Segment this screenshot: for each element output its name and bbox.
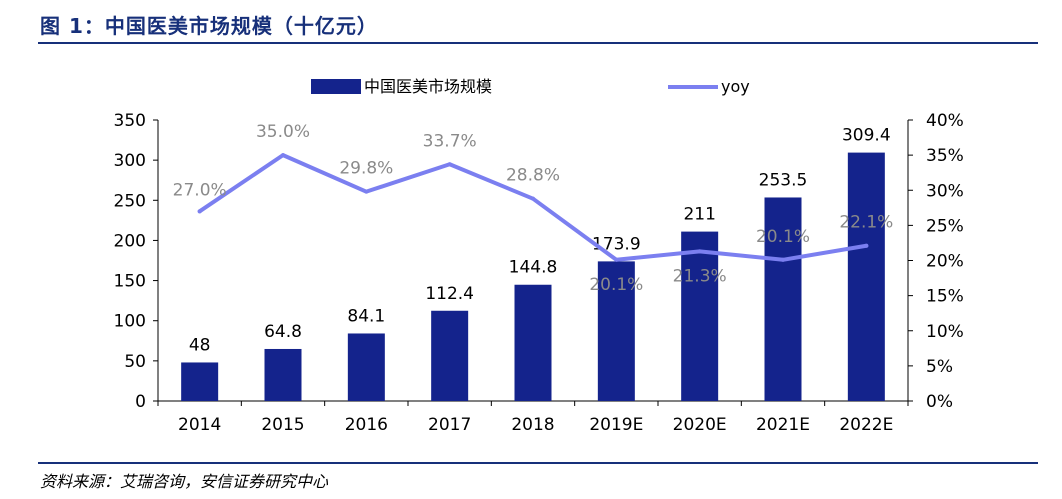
yoy-point bbox=[447, 162, 452, 167]
bar bbox=[514, 284, 552, 401]
x-tick-label: 2014 bbox=[178, 415, 221, 435]
y-tick-label-right: 40% bbox=[926, 111, 964, 131]
yoy-point bbox=[281, 153, 285, 158]
x-tick-label: 2015 bbox=[261, 415, 304, 435]
yoy-value-label: 21.3% bbox=[673, 266, 727, 286]
y-tick-label-left: 100 bbox=[114, 312, 146, 332]
y-tick-label-right: 25% bbox=[926, 216, 964, 236]
yoy-value-label: 20.1% bbox=[756, 227, 810, 247]
title-divider bbox=[38, 42, 1038, 44]
y-tick-label-right: 5% bbox=[926, 357, 953, 377]
bar bbox=[597, 261, 635, 401]
legend-label-line: yoy bbox=[721, 77, 750, 96]
y-tick-label-left: 300 bbox=[114, 151, 146, 171]
bar-value-label: 144.8 bbox=[509, 258, 558, 278]
bar-value-label: 84.1 bbox=[347, 306, 385, 326]
bar-value-label: 112.4 bbox=[425, 284, 474, 304]
x-tick-label: 2019E bbox=[589, 415, 643, 435]
yoy-value-label: 20.1% bbox=[589, 275, 643, 295]
bar-value-label: 48 bbox=[189, 335, 211, 355]
bar-value-label: 253.5 bbox=[759, 170, 808, 190]
bar bbox=[264, 348, 302, 401]
source-divider bbox=[38, 462, 1038, 464]
yoy-point bbox=[697, 249, 702, 254]
yoy-value-label: 29.8% bbox=[339, 159, 393, 179]
yoy-point bbox=[864, 243, 869, 248]
x-tick-label: 2022E bbox=[839, 415, 893, 435]
yoy-point bbox=[364, 189, 369, 194]
source-note: 资料来源：艾瑞咨询，安信证券研究中心 bbox=[40, 472, 329, 491]
yoy-value-label: 28.8% bbox=[506, 166, 560, 186]
yoy-point bbox=[531, 196, 535, 201]
y-tick-label-right: 20% bbox=[926, 252, 964, 272]
y-tick-label-left: 350 bbox=[114, 111, 146, 131]
bar-value-label: 64.8 bbox=[264, 322, 302, 342]
y-tick-label-right: 15% bbox=[926, 287, 964, 307]
bar-value-label: 173.9 bbox=[592, 234, 641, 254]
y-tick-label-left: 250 bbox=[114, 191, 146, 211]
x-tick-label: 2021E bbox=[756, 415, 810, 435]
y-tick-label-left: 200 bbox=[114, 231, 146, 251]
yoy-value-label: 33.7% bbox=[423, 131, 477, 151]
legend-label-bar: 中国医美市场规模 bbox=[364, 77, 492, 96]
y-tick-label-left: 150 bbox=[114, 272, 146, 292]
y-tick-label-right: 35% bbox=[926, 146, 964, 166]
y-tick-label-right: 0% bbox=[926, 392, 953, 412]
yoy-point bbox=[781, 257, 785, 262]
x-tick-label: 2018 bbox=[511, 415, 554, 435]
bar bbox=[681, 231, 719, 401]
bar-value-label: 211 bbox=[683, 205, 715, 225]
page-title: 图 1：中国医美市场规模（十亿元） bbox=[40, 14, 378, 38]
bar bbox=[847, 152, 885, 401]
y-tick-label-right: 10% bbox=[926, 322, 964, 342]
yoy-value-label: 27.0% bbox=[173, 180, 227, 200]
bar bbox=[431, 310, 469, 401]
x-tick-label: 2020E bbox=[673, 415, 727, 435]
bar bbox=[347, 333, 385, 401]
bar-value-label: 309.4 bbox=[842, 126, 891, 146]
yoy-point bbox=[614, 257, 619, 262]
yoy-point bbox=[197, 209, 202, 214]
yoy-value-label: 35.0% bbox=[256, 122, 310, 142]
y-tick-label-left: 0 bbox=[135, 392, 146, 412]
bar bbox=[181, 362, 219, 401]
y-tick-label-right: 30% bbox=[926, 181, 964, 201]
x-tick-label: 2017 bbox=[428, 415, 471, 435]
legend-swatch-bar bbox=[311, 79, 361, 94]
x-tick-label: 2016 bbox=[345, 415, 388, 435]
bar bbox=[764, 197, 802, 401]
y-tick-label-left: 50 bbox=[124, 352, 146, 372]
yoy-value-label: 22.1% bbox=[839, 213, 893, 233]
